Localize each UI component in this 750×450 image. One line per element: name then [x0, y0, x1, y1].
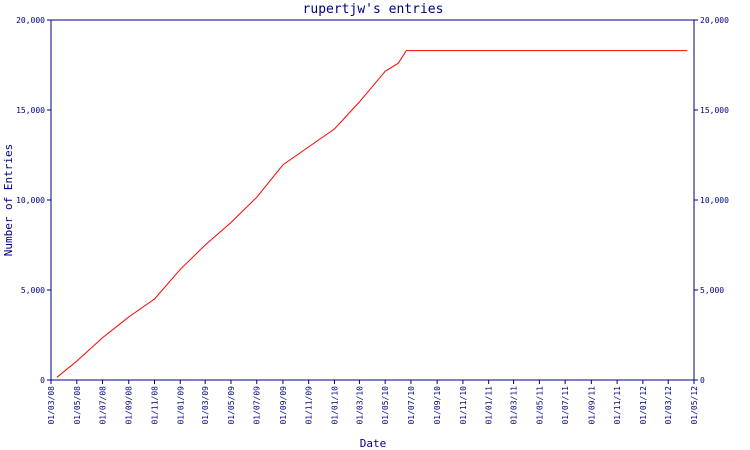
x-tick-label: 01/01/12 — [639, 386, 648, 425]
x-tick-label: 01/03/10 — [355, 386, 364, 425]
x-tick-label: 01/09/08 — [125, 386, 134, 425]
x-tick-label: 01/03/09 — [201, 386, 210, 425]
chart-title: rupertjw's entries — [303, 2, 444, 17]
y-tick-label-left: 5,000 — [21, 286, 45, 295]
y-axis-label: Number of Entries — [2, 144, 15, 257]
x-tick-label: 01/07/08 — [99, 386, 108, 425]
x-tick-label: 01/05/12 — [690, 386, 699, 425]
x-tick-label: 01/11/10 — [459, 386, 468, 425]
y-tick-label-right: 15,000 — [700, 106, 729, 115]
x-tick-label: 01/11/09 — [305, 386, 314, 425]
x-tick-label: 01/07/11 — [561, 386, 570, 425]
y-tick-label-right: 0 — [700, 376, 705, 385]
y-tick-label-right: 20,000 — [700, 16, 729, 25]
x-axis: 01/03/08 01/05/08 01/07/08 01/09/08 01/11/08… — [47, 380, 699, 425]
x-tick-label: 01/03/12 — [664, 386, 673, 425]
y-tick-label-left: 10,000 — [16, 196, 45, 205]
x-tick-label: 01/01/09 — [176, 386, 185, 425]
x-tick-label: 01/11/11 — [613, 386, 622, 425]
x-tick-label: 01/03/11 — [510, 386, 519, 425]
series-layer — [56, 50, 688, 378]
y-tick-label-right: 5,000 — [700, 286, 724, 295]
x-tick-label: 01/05/11 — [535, 386, 544, 425]
y-tick-label-left: 0 — [40, 376, 45, 385]
x-axis-label: Date — [360, 437, 387, 450]
x-tick-label: 01/05/08 — [73, 386, 82, 425]
x-tick-label: 01/07/09 — [253, 386, 262, 425]
y-tick-label-left: 15,000 — [16, 106, 45, 115]
x-tick-label: 01/07/10 — [407, 386, 416, 425]
x-tick-label: 01/09/09 — [279, 386, 288, 425]
x-tick-label: 01/09/10 — [433, 386, 442, 425]
x-tick-label: 01/09/11 — [587, 386, 596, 425]
x-tick-label: 01/01/11 — [485, 386, 494, 425]
x-tick-label: 01/03/08 — [47, 386, 56, 425]
x-tick-label: 01/05/10 — [381, 386, 390, 425]
y-axis-right: 0 5,000 10,000 15,000 20,000 — [694, 16, 729, 385]
x-tick-label: 01/05/09 — [227, 386, 236, 425]
x-tick-label: 01/01/10 — [330, 386, 339, 425]
series-line — [56, 50, 688, 378]
y-tick-label-left: 20,000 — [16, 16, 45, 25]
y-axis-left: 0 5,000 10,000 15,000 20,000 — [16, 16, 51, 385]
y-tick-label-right: 10,000 — [700, 196, 729, 205]
x-tick-label: 01/11/08 — [151, 386, 160, 425]
